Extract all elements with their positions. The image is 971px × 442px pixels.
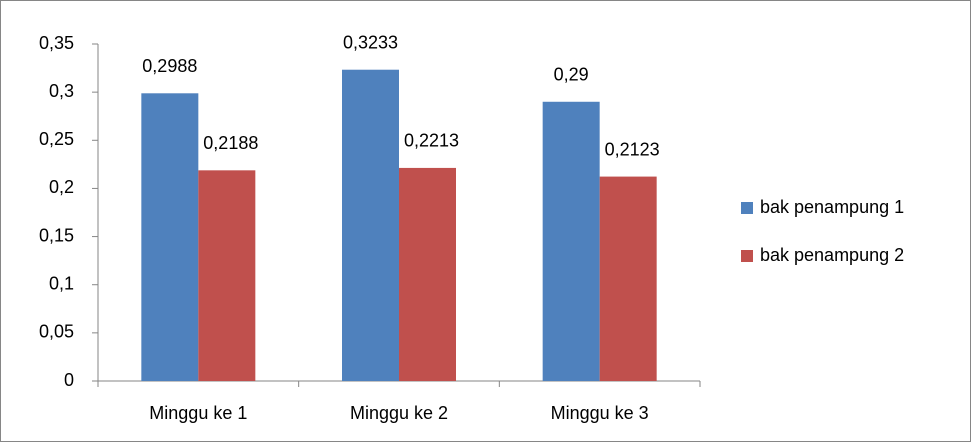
legend-label: bak penampung 2 — [760, 245, 904, 265]
y-tick-label: 0,05 — [39, 322, 74, 342]
legend-swatch — [741, 250, 753, 262]
bar — [342, 69, 399, 381]
y-tick-label: 0,35 — [39, 33, 74, 53]
y-tick-label: 0,15 — [39, 225, 74, 245]
bar — [542, 101, 600, 382]
y-tick-label: 0,1 — [49, 273, 74, 293]
bar — [198, 170, 256, 381]
x-tick-label: Minggu ke 3 — [551, 403, 649, 423]
value-label: 0,3233 — [343, 32, 398, 52]
y-tick-label: 0 — [64, 370, 74, 390]
value-label: 0,2188 — [203, 133, 258, 153]
value-label: 0,2123 — [605, 139, 660, 159]
value-label: 0,29 — [554, 65, 589, 85]
y-tick-label: 0,25 — [39, 129, 74, 149]
value-label: 0,2213 — [404, 131, 459, 151]
y-tick-label: 0,3 — [49, 81, 74, 101]
value-label: 0,2988 — [142, 56, 197, 76]
x-tick-label: Minggu ke 1 — [149, 403, 247, 423]
bar — [141, 93, 199, 382]
legend-swatch — [741, 202, 753, 214]
bar — [599, 176, 657, 381]
x-tick-label: Minggu ke 2 — [350, 403, 448, 423]
bar — [399, 167, 456, 381]
y-tick-label: 0,2 — [49, 177, 74, 197]
legend-label: bak penampung 1 — [760, 197, 904, 217]
